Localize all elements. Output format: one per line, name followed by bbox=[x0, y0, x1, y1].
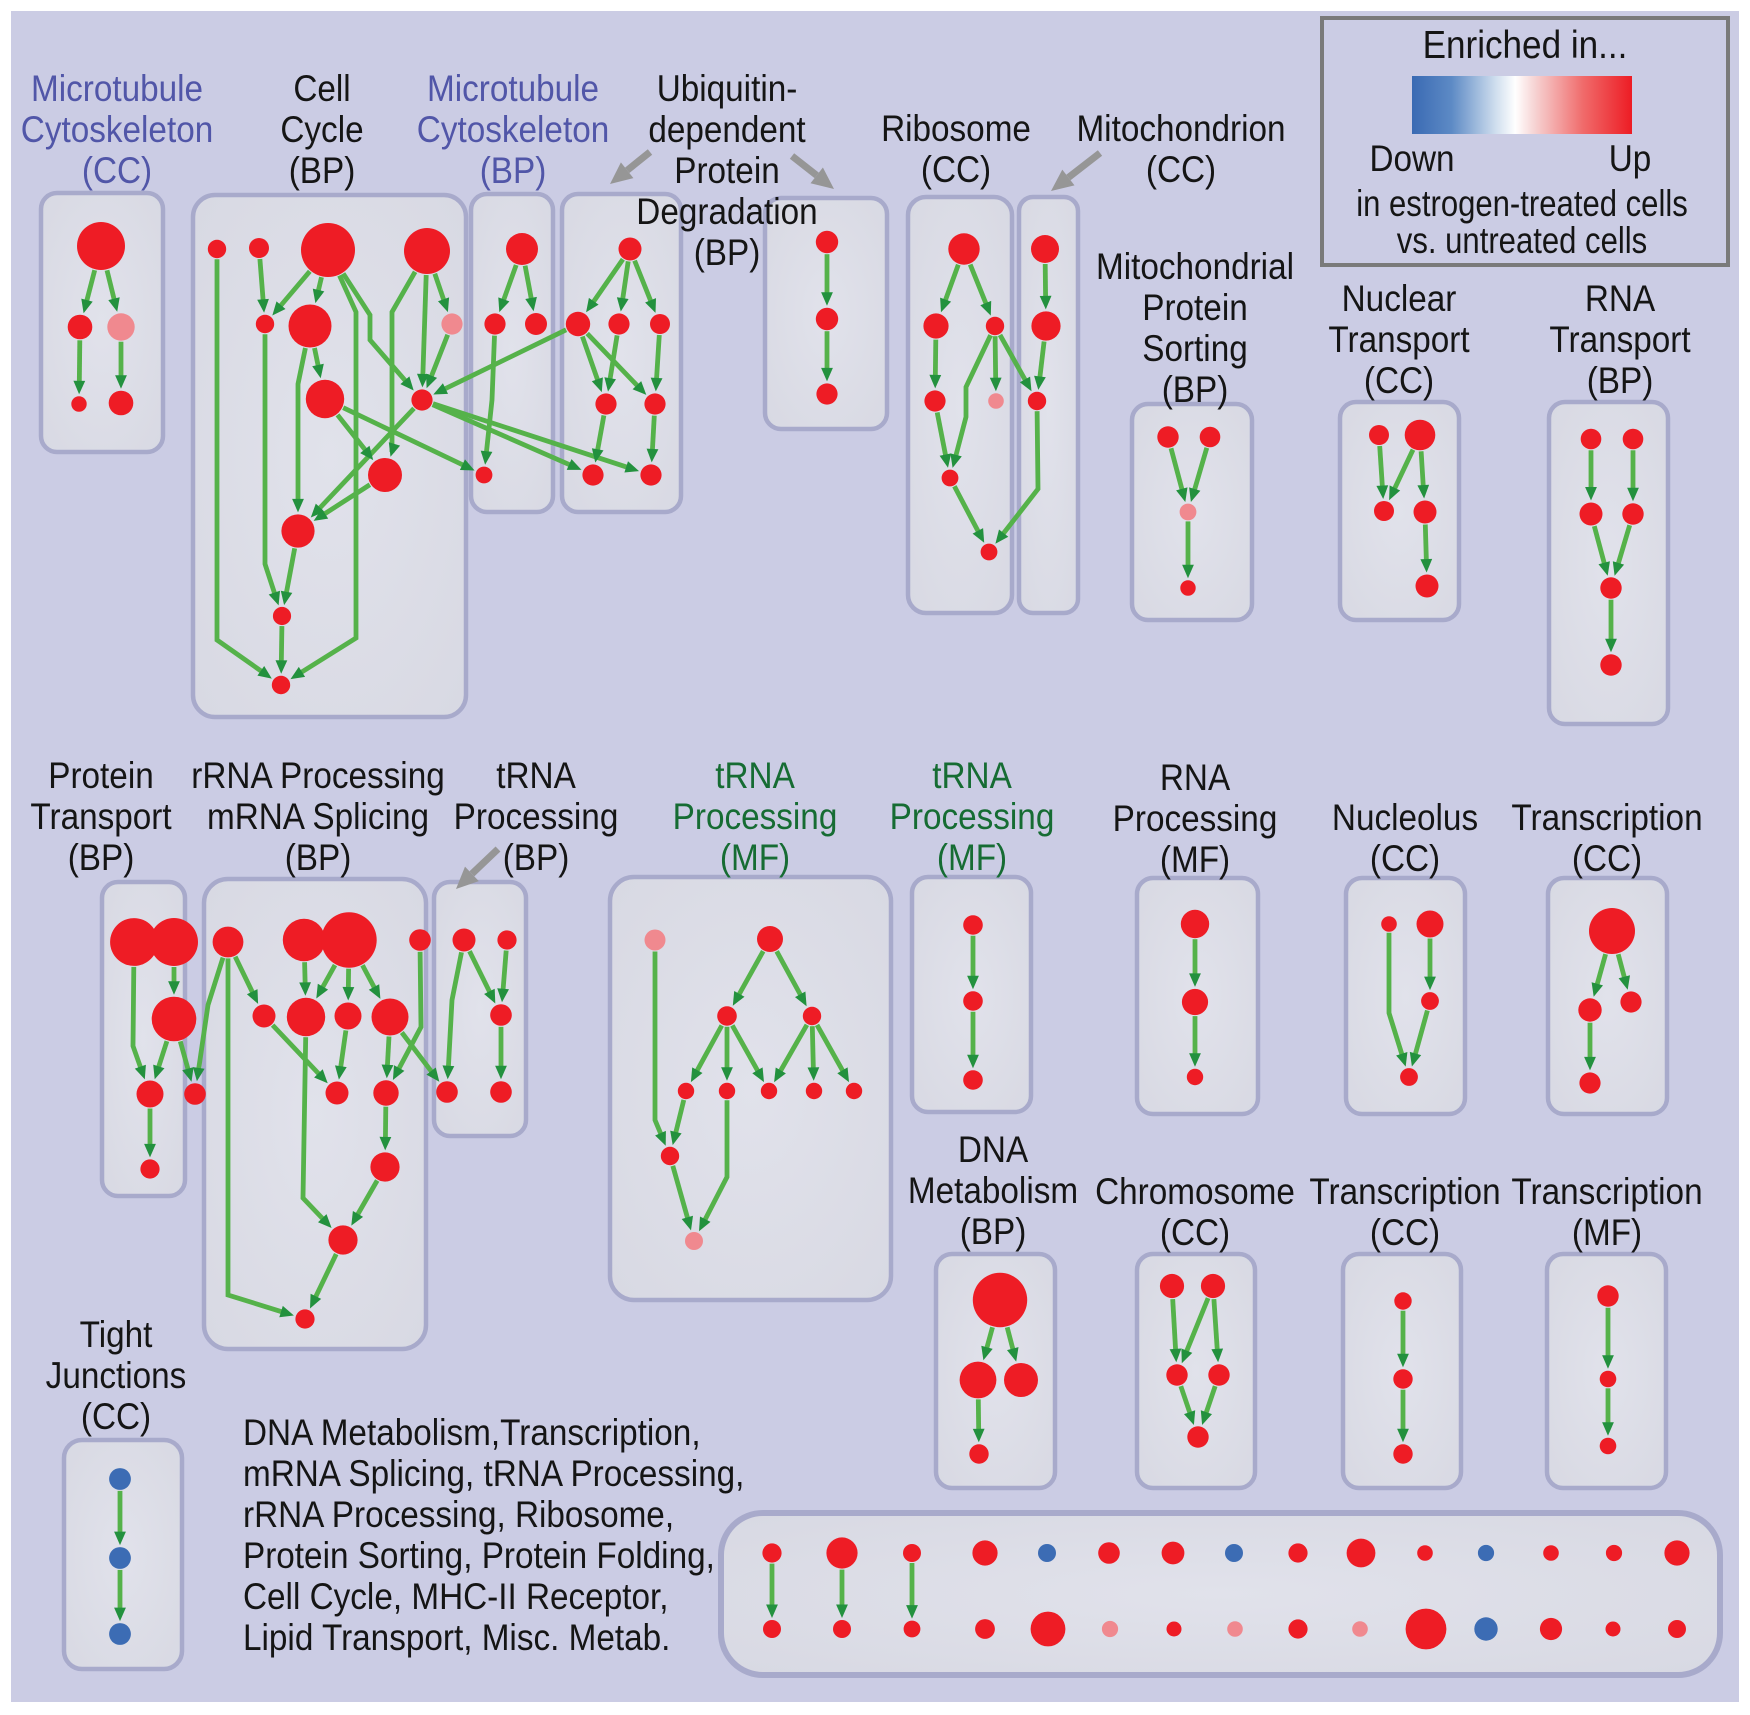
svg-text:Processing: Processing bbox=[1113, 798, 1278, 839]
svg-text:Ubiquitin-: Ubiquitin- bbox=[657, 68, 798, 109]
svg-text:(CC): (CC) bbox=[1572, 838, 1642, 879]
svg-text:mRNA Splicing: mRNA Splicing bbox=[207, 796, 429, 837]
svg-text:RNA: RNA bbox=[1160, 757, 1231, 798]
svg-text:DNA Metabolism,Transcription,: DNA Metabolism,Transcription, bbox=[243, 1412, 701, 1453]
svg-text:rRNA Processing, Ribosome,: rRNA Processing, Ribosome, bbox=[243, 1494, 674, 1535]
svg-text:Transcription: Transcription bbox=[1309, 1171, 1500, 1212]
svg-text:Tight: Tight bbox=[80, 1314, 153, 1355]
svg-text:Chromosome: Chromosome bbox=[1095, 1171, 1295, 1212]
svg-text:(CC): (CC) bbox=[1146, 149, 1216, 190]
svg-text:Mitochondrial: Mitochondrial bbox=[1096, 246, 1294, 287]
svg-text:Degradation: Degradation bbox=[636, 191, 817, 232]
svg-text:(MF): (MF) bbox=[1160, 839, 1230, 880]
svg-text:tRNA: tRNA bbox=[715, 755, 795, 796]
svg-text:Protein: Protein bbox=[674, 150, 779, 191]
svg-text:Cytoskeleton: Cytoskeleton bbox=[21, 109, 213, 150]
svg-text:Cell: Cell bbox=[293, 68, 350, 109]
svg-text:Nucleolus: Nucleolus bbox=[1332, 797, 1478, 838]
svg-text:(CC): (CC) bbox=[1160, 1212, 1230, 1253]
svg-text:(CC): (CC) bbox=[1364, 360, 1434, 401]
svg-text:Sorting: Sorting bbox=[1142, 328, 1247, 369]
svg-text:(BP): (BP) bbox=[960, 1211, 1027, 1252]
svg-text:Protein Sorting, Protein Foldi: Protein Sorting, Protein Folding, bbox=[243, 1535, 715, 1576]
svg-text:Transcription: Transcription bbox=[1511, 797, 1702, 838]
svg-text:Enriched in...: Enriched in... bbox=[1423, 22, 1628, 66]
svg-text:(BP): (BP) bbox=[1162, 369, 1229, 410]
svg-text:(MF): (MF) bbox=[937, 837, 1007, 878]
svg-text:Cycle: Cycle bbox=[280, 109, 363, 150]
svg-text:dependent: dependent bbox=[648, 109, 806, 150]
svg-text:vs. untreated cells: vs. untreated cells bbox=[1397, 221, 1647, 262]
svg-text:Nuclear: Nuclear bbox=[1342, 278, 1457, 319]
svg-text:tRNA: tRNA bbox=[496, 755, 576, 796]
svg-text:(BP): (BP) bbox=[289, 150, 356, 191]
svg-text:(BP): (BP) bbox=[503, 837, 570, 878]
svg-text:(BP): (BP) bbox=[68, 837, 135, 878]
svg-text:Protein: Protein bbox=[1142, 287, 1247, 328]
svg-text:rRNA Processing: rRNA Processing bbox=[191, 755, 444, 796]
svg-text:Cell Cycle, MHC-II Receptor,: Cell Cycle, MHC-II Receptor, bbox=[243, 1576, 668, 1617]
svg-text:Junctions: Junctions bbox=[46, 1355, 187, 1396]
svg-text:Mitochondrion: Mitochondrion bbox=[1076, 108, 1285, 149]
svg-text:(CC): (CC) bbox=[1370, 1212, 1440, 1253]
svg-text:Down: Down bbox=[1369, 138, 1454, 179]
svg-text:(CC): (CC) bbox=[921, 149, 991, 190]
svg-text:(BP): (BP) bbox=[285, 837, 352, 878]
svg-text:Transport: Transport bbox=[1328, 319, 1469, 360]
svg-text:in estrogen-treated cells: in estrogen-treated cells bbox=[1356, 184, 1688, 225]
svg-text:DNA: DNA bbox=[958, 1129, 1029, 1170]
svg-text:(MF): (MF) bbox=[720, 837, 790, 878]
svg-text:Transcription: Transcription bbox=[1511, 1171, 1702, 1212]
svg-text:tRNA: tRNA bbox=[932, 755, 1012, 796]
svg-text:Ribosome: Ribosome bbox=[881, 108, 1031, 149]
svg-text:(CC): (CC) bbox=[1370, 838, 1440, 879]
svg-text:(BP): (BP) bbox=[480, 150, 547, 191]
svg-text:(MF): (MF) bbox=[1572, 1212, 1642, 1253]
svg-text:Processing: Processing bbox=[890, 796, 1055, 837]
svg-text:RNA: RNA bbox=[1585, 278, 1656, 319]
svg-text:(BP): (BP) bbox=[1587, 360, 1654, 401]
svg-text:Metabolism: Metabolism bbox=[908, 1170, 1078, 1211]
svg-text:Lipid Transport, Misc. Metab.: Lipid Transport, Misc. Metab. bbox=[243, 1617, 670, 1658]
svg-text:Processing: Processing bbox=[673, 796, 838, 837]
svg-text:Up: Up bbox=[1609, 138, 1652, 179]
svg-text:Protein: Protein bbox=[48, 755, 153, 796]
svg-text:mRNA Splicing, tRNA Processing: mRNA Splicing, tRNA Processing, bbox=[243, 1453, 744, 1494]
svg-text:Microtubule: Microtubule bbox=[427, 68, 599, 109]
svg-text:(BP): (BP) bbox=[694, 232, 761, 273]
svg-text:(CC): (CC) bbox=[82, 150, 152, 191]
svg-text:Microtubule: Microtubule bbox=[31, 68, 203, 109]
svg-text:Transport: Transport bbox=[1549, 319, 1690, 360]
svg-text:Cytoskeleton: Cytoskeleton bbox=[417, 109, 609, 150]
svg-text:(CC): (CC) bbox=[81, 1396, 151, 1437]
svg-text:Transport: Transport bbox=[30, 796, 171, 837]
svg-text:Processing: Processing bbox=[454, 796, 619, 837]
